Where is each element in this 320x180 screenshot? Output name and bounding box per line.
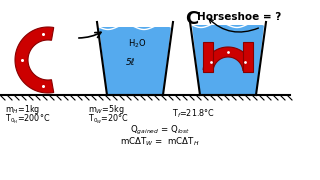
Text: m$_H$=1kg: m$_H$=1kg — [5, 103, 40, 116]
Polygon shape — [243, 42, 253, 72]
Text: H$_2$O: H$_2$O — [128, 38, 146, 51]
FancyArrowPatch shape — [209, 19, 259, 32]
Text: mCΔT$_W$ =  mCΔT$_H$: mCΔT$_W$ = mCΔT$_H$ — [120, 136, 200, 148]
Text: C: C — [185, 10, 198, 28]
Text: Horseshoe = ?: Horseshoe = ? — [197, 12, 281, 22]
Text: m$_W$=5kg: m$_W$=5kg — [88, 103, 124, 116]
Polygon shape — [15, 27, 54, 93]
Polygon shape — [192, 25, 264, 95]
Text: 5ℓ: 5ℓ — [126, 58, 136, 67]
Text: T$_{0_H}$=200°C: T$_{0_H}$=200°C — [5, 112, 50, 126]
Polygon shape — [203, 42, 213, 72]
Text: T$_f$=21.8°C: T$_f$=21.8°C — [172, 108, 215, 120]
Text: Q$_{gained}$ = Q$_{lost}$: Q$_{gained}$ = Q$_{lost}$ — [130, 124, 190, 137]
Text: T$_{0_W}$=20°C: T$_{0_W}$=20°C — [88, 112, 129, 126]
Polygon shape — [203, 47, 253, 71]
Polygon shape — [99, 27, 171, 95]
